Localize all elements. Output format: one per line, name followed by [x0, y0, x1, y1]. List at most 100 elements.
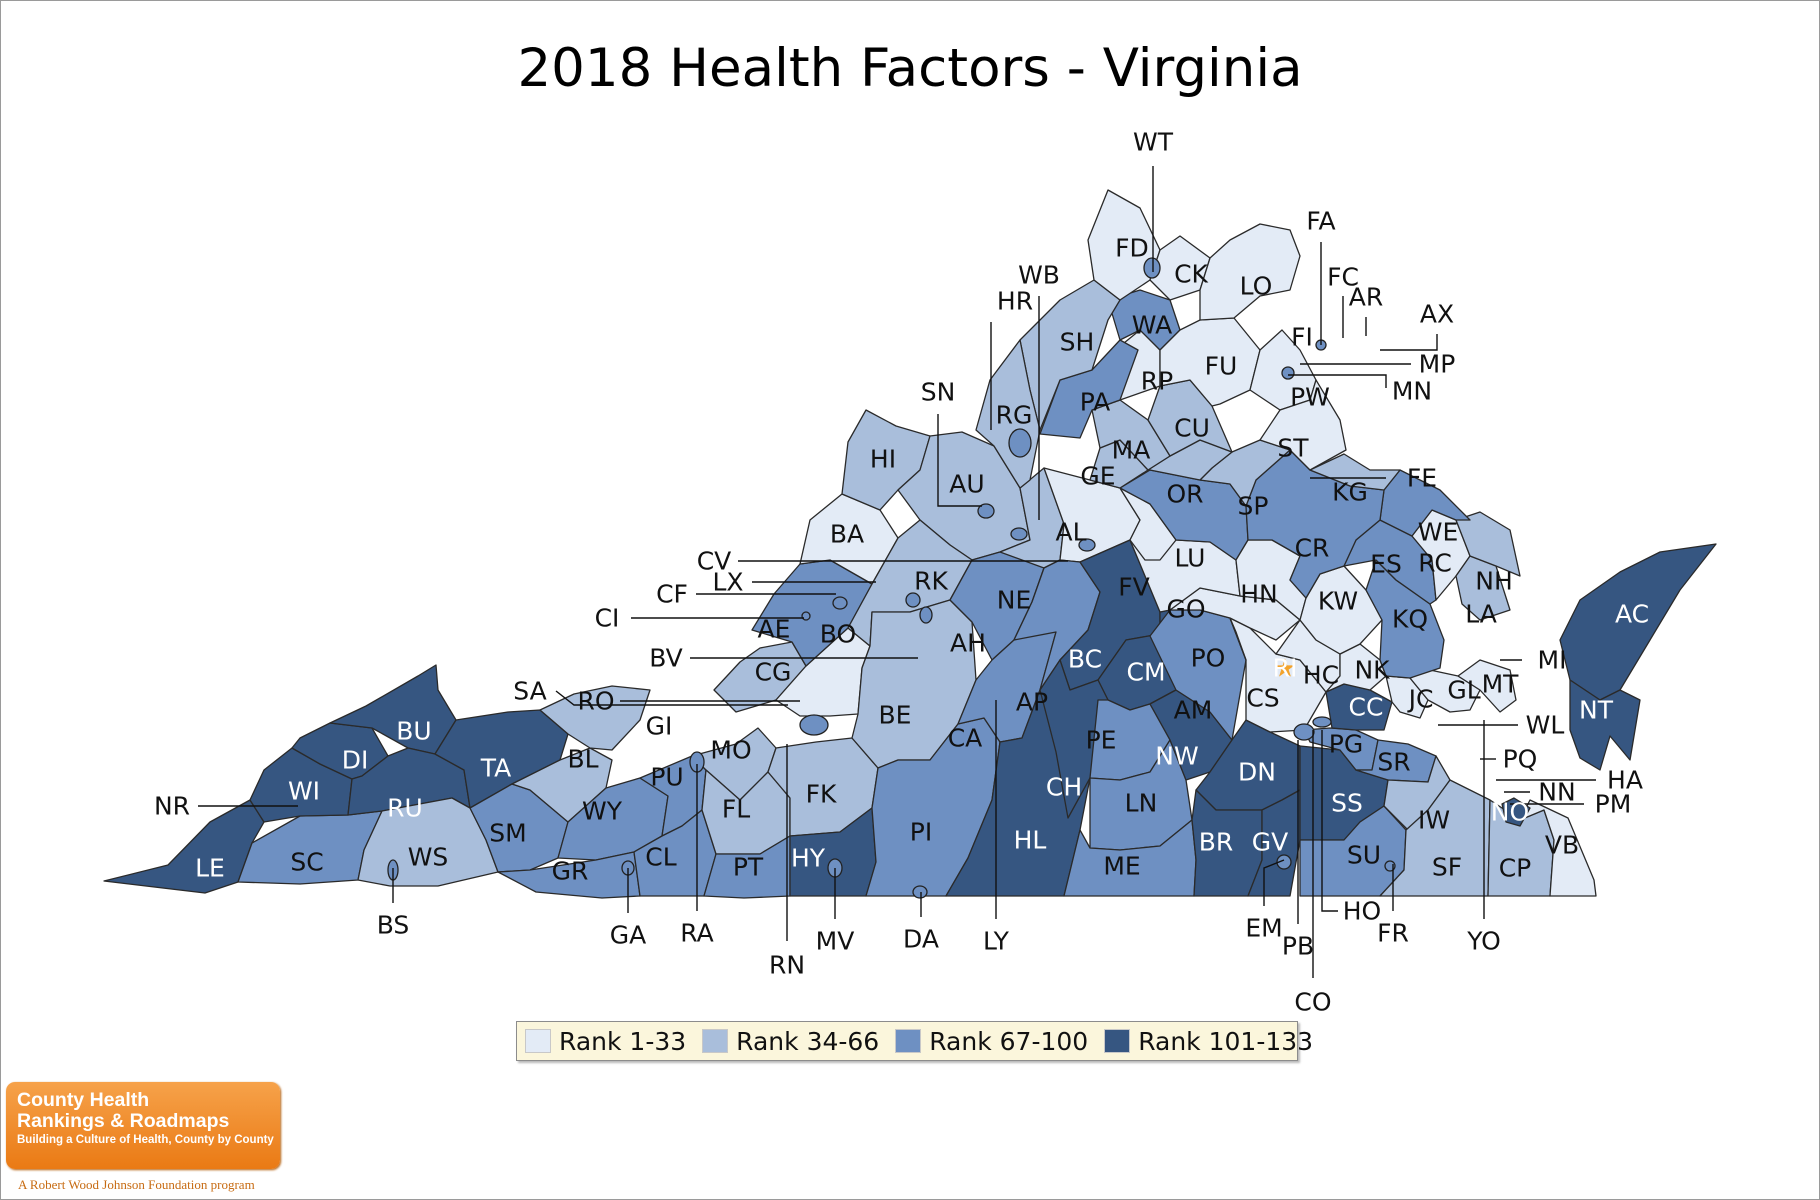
- county-label-cc: CC: [1349, 693, 1384, 722]
- county-label-cp: CP: [1499, 854, 1532, 883]
- county-bl[interactable]: [511, 747, 613, 823]
- callout-label-da: DA: [903, 925, 939, 954]
- county-lo[interactable]: [1199, 223, 1301, 321]
- independent-city-shape[interactable]: [1078, 538, 1096, 552]
- county-label-sf: SF: [1432, 853, 1462, 882]
- county-label-hy: HY: [791, 844, 826, 873]
- county-label-pi: PI: [910, 818, 932, 847]
- callout-leader-ho: [1321, 730, 1338, 912]
- county-label-ck: CK: [1174, 260, 1208, 289]
- callout-label-ri: RI: [1273, 654, 1298, 683]
- county-label-mt: MT: [1482, 670, 1520, 699]
- legend-item-rank-67-100: Rank 67-100: [895, 1027, 1088, 1056]
- county-nt[interactable]: [1569, 679, 1641, 771]
- independent-city-shape[interactable]: [977, 503, 995, 519]
- county-label-cg: CG: [755, 658, 792, 687]
- callout-label-ga: GA: [610, 921, 646, 950]
- county-mt[interactable]: [1457, 659, 1517, 713]
- logo-title-line-2: Rankings & Roadmaps: [17, 1110, 230, 1132]
- county-label-hc: HC: [1303, 661, 1339, 690]
- county-label-pa: PA: [1080, 388, 1111, 417]
- county-label-wi: WI: [288, 777, 320, 806]
- county-ma[interactable]: [1091, 399, 1171, 471]
- independent-city-shape[interactable]: [1281, 366, 1295, 380]
- county-gv[interactable]: [1247, 789, 1301, 897]
- county-label-kw: KW: [1318, 587, 1358, 616]
- county-label-am: AM: [1174, 696, 1213, 725]
- callout-label-ha: HA: [1607, 766, 1643, 795]
- legend-label: Rank 101-133: [1138, 1026, 1314, 1056]
- county-label-nk: NK: [1354, 656, 1390, 685]
- county-label-rp: RP: [1141, 367, 1173, 396]
- county-label-pg: PG: [1329, 730, 1363, 759]
- callout-label-ra: RA: [680, 919, 713, 948]
- independent-city-shape[interactable]: [1010, 527, 1028, 541]
- independent-city-shape[interactable]: [1008, 428, 1032, 458]
- callout-label-pm: PM: [1595, 790, 1632, 819]
- county-cs[interactable]: [1229, 617, 1327, 733]
- county-label-su: SU: [1347, 841, 1381, 870]
- county-label-nt: NT: [1579, 696, 1614, 725]
- county-label-jc: JC: [1407, 685, 1434, 714]
- independent-city-shape[interactable]: [832, 596, 848, 610]
- independent-city-shape[interactable]: [905, 592, 921, 608]
- legend-swatch: [525, 1029, 551, 1053]
- county-kg[interactable]: [1309, 453, 1401, 491]
- callout-label-co: CO: [1294, 988, 1331, 1017]
- county-label-nh: NH: [1475, 567, 1513, 596]
- callout-label-yo: YO: [1466, 927, 1501, 956]
- callout-label-bv: BV: [649, 644, 682, 673]
- county-label-es: ES: [1370, 550, 1402, 579]
- callout-label-pq: PQ: [1503, 745, 1538, 774]
- county-vb[interactable]: [1519, 799, 1597, 897]
- county-label-ss: SS: [1331, 789, 1363, 818]
- county-label-pu: PU: [650, 763, 683, 792]
- county-label-kq: KQ: [1392, 605, 1428, 634]
- callout-label-ro: RO: [577, 687, 614, 716]
- county-label-rc: RC: [1418, 549, 1452, 578]
- county-label-ma: MA: [1112, 436, 1151, 465]
- logo-title-line-1: County Health: [17, 1089, 150, 1111]
- county-label-ae: AE: [758, 615, 791, 644]
- county-label-we: WE: [1418, 518, 1459, 547]
- independent-city-shape[interactable]: [919, 606, 933, 624]
- county-label-fu: FU: [1205, 352, 1238, 381]
- callout-label-fc: FC: [1327, 263, 1359, 292]
- county-label-cr: CR: [1295, 534, 1330, 563]
- independent-city-shape[interactable]: [1276, 854, 1292, 870]
- county-label-pt: PT: [733, 853, 764, 882]
- county-label-al: AL: [1055, 518, 1086, 547]
- county-ta[interactable]: [434, 709, 569, 809]
- county-no[interactable]: [1501, 797, 1531, 827]
- callout-label-bs: BS: [377, 911, 410, 940]
- county-label-ah: AH: [950, 629, 986, 658]
- independent-city-shape[interactable]: [801, 611, 811, 621]
- callout-leader-em: [1263, 859, 1285, 906]
- county-label-gv: GV: [1252, 828, 1288, 857]
- county-label-fl: FL: [722, 795, 750, 824]
- county-su[interactable]: [1299, 805, 1407, 897]
- county-bu[interactable]: [329, 664, 457, 755]
- county-nk[interactable]: [1325, 643, 1387, 693]
- independent-city-shape[interactable]: [912, 885, 928, 899]
- county-label-gr: GR: [552, 857, 589, 886]
- callout-label-ar: AR: [1349, 283, 1383, 312]
- independent-city-shape[interactable]: [799, 714, 829, 736]
- independent-city-shape[interactable]: [1143, 257, 1161, 279]
- county-st[interactable]: [1259, 379, 1347, 471]
- county-label-cm: CM: [1126, 658, 1165, 687]
- county-label-sh: SH: [1060, 328, 1095, 357]
- county-label-pe: PE: [1086, 726, 1117, 755]
- county-gi[interactable]: [539, 685, 651, 751]
- callout-label-ax: AX: [1420, 300, 1454, 329]
- logo-title: County Health Rankings & Roadmaps: [17, 1090, 229, 1132]
- independent-city-shape[interactable]: [1293, 723, 1315, 741]
- county-label-sm: SM: [489, 819, 526, 848]
- callout-label-fa: FA: [1306, 207, 1335, 236]
- county-label-wy: WY: [582, 797, 623, 826]
- county-health-rankings-logo[interactable]: County Health Rankings & Roadmaps Buildi…: [6, 1082, 280, 1169]
- legend-item-rank-101-133: Rank 101-133: [1104, 1027, 1313, 1056]
- county-label-ca: CA: [948, 724, 983, 753]
- independent-city-shape[interactable]: [1312, 716, 1332, 728]
